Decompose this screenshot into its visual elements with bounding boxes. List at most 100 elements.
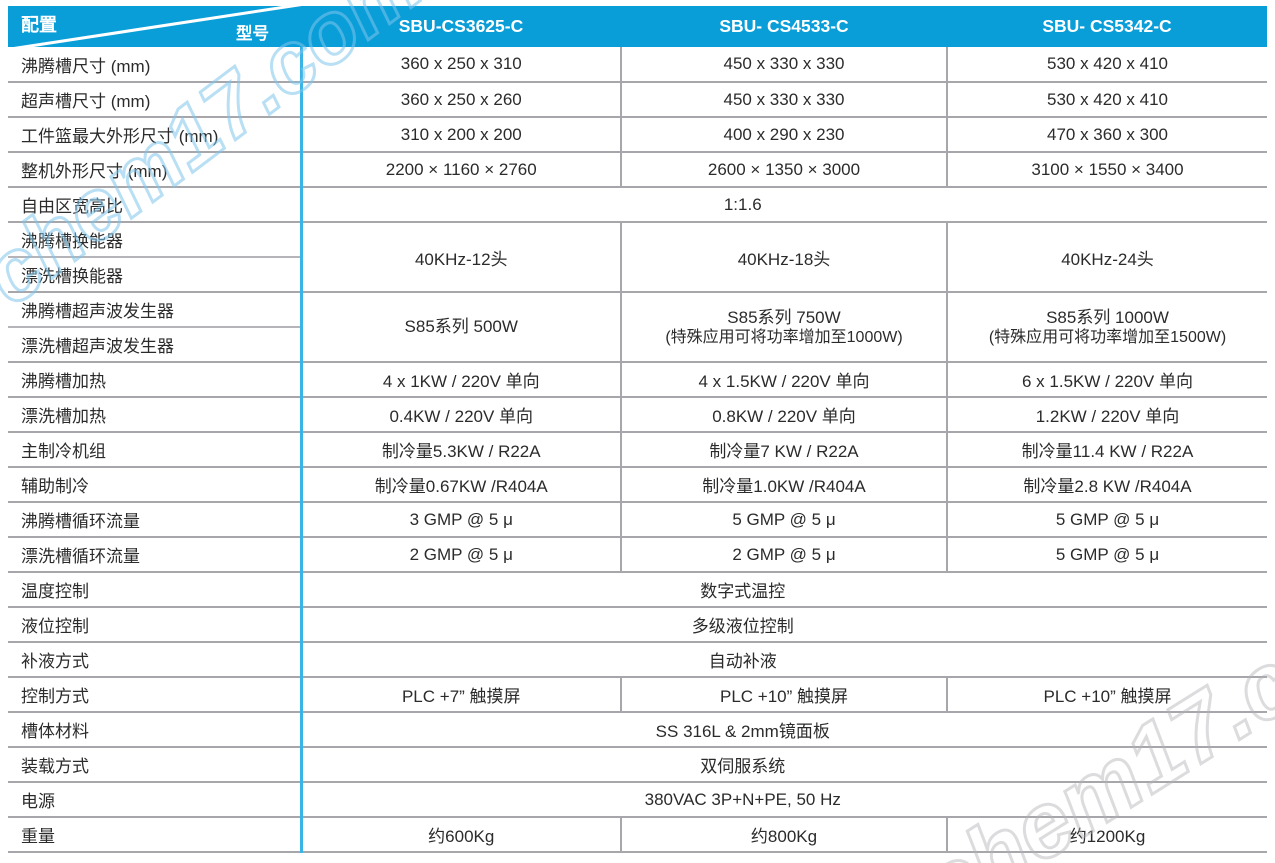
spec-label: 漂洗槽循环流量 [8, 536, 301, 572]
spec-row: 温度控制 数字式温控 [8, 571, 1267, 607]
spec-label: 超声槽尺寸 (mm) [8, 81, 301, 117]
spec-value: S85系列 500W [299, 291, 621, 362]
spec-value: 5 GMP @ 5 μ [946, 536, 1267, 572]
spec-value: 1.2KW / 220V 单向 [946, 396, 1267, 432]
spec-value-merged: 数字式温控 [299, 571, 1267, 607]
spec-value-merged: 双伺服系统 [299, 746, 1267, 782]
spec-value: S85系列 750W (特殊应用可将功率增加至1000W) [620, 291, 947, 362]
spec-label: 温度控制 [8, 571, 301, 607]
spec-value: 制冷量5.3KW / R22A [299, 431, 621, 467]
spec-value-merged: 1:1.6 [299, 186, 1267, 222]
spec-value: 2600 × 1350 × 3000 [620, 151, 947, 187]
spec-label: 沸腾槽超声波发生器 [8, 291, 301, 327]
spec-value: 6 x 1.5KW / 220V 单向 [946, 361, 1267, 397]
spec-label: 装载方式 [8, 746, 301, 782]
spec-row: 超声槽尺寸 (mm) 360 x 250 x 260 450 x 330 x 3… [8, 81, 1267, 117]
spec-value: 360 x 250 x 260 [299, 81, 621, 117]
spec-row: 控制方式 PLC +7” 触摸屏 PLC +10” 触摸屏 PLC +10” 触… [8, 676, 1267, 712]
spec-value: 40KHz-12头 [299, 221, 621, 292]
spec-value: 制冷量7 KW / R22A [620, 431, 947, 467]
spec-value: 制冷量1.0KW /R404A [620, 466, 947, 502]
spec-label: 漂洗槽加热 [8, 396, 301, 432]
spec-label: 沸腾槽尺寸 (mm) [8, 47, 301, 82]
generator-power: S85系列 1000W [1046, 307, 1169, 327]
generator-power: S85系列 500W [404, 317, 518, 337]
spec-value-merged: 380VAC 3P+N+PE, 50 Hz [299, 781, 1267, 817]
spec-label: 辅助制冷 [8, 466, 301, 502]
spec-label: 主制冷机组 [8, 431, 301, 467]
spec-value: 3 GMP @ 5 μ [299, 501, 621, 537]
spec-value-merged: 自动补液 [299, 641, 1267, 677]
spec-row: 重量 约600Kg 约800Kg 约1200Kg [8, 816, 1267, 853]
spec-label: 液位控制 [8, 606, 301, 642]
spec-value: 0.8KW / 220V 单向 [620, 396, 947, 432]
spec-row: 漂洗槽加热 0.4KW / 220V 单向 0.8KW / 220V 单向 1.… [8, 396, 1267, 432]
generator-power-note: (特殊应用可将功率增加至1500W) [988, 329, 1227, 347]
spec-row: 沸腾槽循环流量 3 GMP @ 5 μ 5 GMP @ 5 μ 5 GMP @ … [8, 501, 1267, 537]
column-header-model-3: SBU- CS5342-C [947, 6, 1267, 47]
spec-row: 沸腾槽尺寸 (mm) 360 x 250 x 310 450 x 330 x 3… [8, 47, 1267, 82]
spec-value: 约800Kg [620, 816, 947, 853]
spec-label: 漂洗槽换能器 [8, 256, 301, 292]
spec-value: PLC +7” 触摸屏 [299, 676, 621, 712]
spec-label: 控制方式 [8, 676, 301, 712]
spec-row: 工件篮最大外形尺寸 (mm) 310 x 200 x 200 400 x 290… [8, 116, 1267, 152]
spec-row: 漂洗槽超声波发生器 [8, 326, 1267, 362]
spec-label: 整机外形尺寸 (mm) [8, 151, 301, 187]
spec-label: 槽体材料 [8, 711, 301, 747]
spec-value: S85系列 1000W (特殊应用可将功率增加至1500W) [946, 291, 1267, 362]
spec-value: 3100 × 1550 × 3400 [946, 151, 1267, 187]
spec-label: 沸腾槽循环流量 [8, 501, 301, 537]
spec-value: 360 x 250 x 310 [299, 47, 621, 82]
spec-table: 配置 型号 SBU-CS3625-C SBU- CS4533-C SBU- CS… [8, 6, 1267, 853]
generator-power: S85系列 750W [727, 307, 841, 327]
spec-row: 液位控制 多级液位控制 [8, 606, 1267, 642]
column-header-model-2: SBU- CS4533-C [621, 6, 947, 47]
spec-value: 约1200Kg [946, 816, 1267, 853]
corner-label-config: 配置 [21, 15, 57, 35]
diagonal-divider-line [13, 6, 301, 47]
generator-power-note: (特殊应用可将功率增加至1000W) [665, 329, 903, 347]
spec-value: PLC +10” 触摸屏 [946, 676, 1267, 712]
spec-row: 整机外形尺寸 (mm) 2200 × 1160 × 2760 2600 × 13… [8, 151, 1267, 187]
spec-value-merged: 多级液位控制 [299, 606, 1267, 642]
spec-row: 沸腾槽换能器 40KHz-12头 40KHz-18头 40KHz-24头 [8, 221, 1267, 292]
spec-value: PLC +10” 触摸屏 [620, 676, 947, 712]
spec-value: 40KHz-18头 [620, 221, 947, 292]
spec-value: 约600Kg [299, 816, 621, 853]
spec-label: 沸腾槽换能器 [8, 221, 301, 257]
spec-label: 自由区宽高比 [8, 186, 301, 222]
spec-label: 工件篮最大外形尺寸 (mm) [8, 116, 301, 152]
spec-value: 0.4KW / 220V 单向 [299, 396, 621, 432]
spec-row: 自由区宽高比 1:1.6 [8, 186, 1267, 222]
spec-value: 制冷量0.67KW /R404A [299, 466, 621, 502]
spec-label: 重量 [8, 816, 301, 853]
spec-label: 漂洗槽超声波发生器 [8, 326, 301, 362]
spec-value: 2 GMP @ 5 μ [299, 536, 621, 572]
spec-value: 450 x 330 x 330 [620, 81, 947, 117]
spec-value: 制冷量2.8 KW /R404A [946, 466, 1267, 502]
spec-value: 530 x 420 x 410 [946, 47, 1267, 82]
spec-value: 310 x 200 x 200 [299, 116, 621, 152]
header-corner-cell: 配置 型号 [8, 6, 301, 47]
spec-row: 补液方式 自动补液 [8, 641, 1267, 677]
spec-row: 辅助制冷 制冷量0.67KW /R404A 制冷量1.0KW /R404A 制冷… [8, 466, 1267, 502]
spec-row: 沸腾槽加热 4 x 1KW / 220V 单向 4 x 1.5KW / 220V… [8, 361, 1267, 397]
spec-value: 2200 × 1160 × 2760 [299, 151, 621, 187]
spec-label: 沸腾槽加热 [8, 361, 301, 397]
corner-label-model: 型号 [236, 25, 269, 43]
spec-value: 4 x 1.5KW / 220V 单向 [620, 361, 947, 397]
spec-row: 主制冷机组 制冷量5.3KW / R22A 制冷量7 KW / R22A 制冷量… [8, 431, 1267, 467]
spec-row: 槽体材料 SS 316L & 2mm镜面板 [8, 711, 1267, 747]
spec-value: 400 x 290 x 230 [620, 116, 947, 152]
spec-label: 电源 [8, 781, 301, 817]
spec-row: 装载方式 双伺服系统 [8, 746, 1267, 782]
spec-value: 制冷量11.4 KW / R22A [946, 431, 1267, 467]
spec-value: 40KHz-24头 [946, 221, 1267, 292]
spec-row: 电源 380VAC 3P+N+PE, 50 Hz [8, 781, 1267, 817]
spec-value: 470 x 360 x 300 [946, 116, 1267, 152]
column-header-model-1: SBU-CS3625-C [301, 6, 621, 47]
spec-row: 沸腾槽超声波发生器 S85系列 500W S85系列 750W (特殊应用可将功… [8, 291, 1267, 362]
spec-row: 漂洗槽换能器 [8, 256, 1267, 292]
